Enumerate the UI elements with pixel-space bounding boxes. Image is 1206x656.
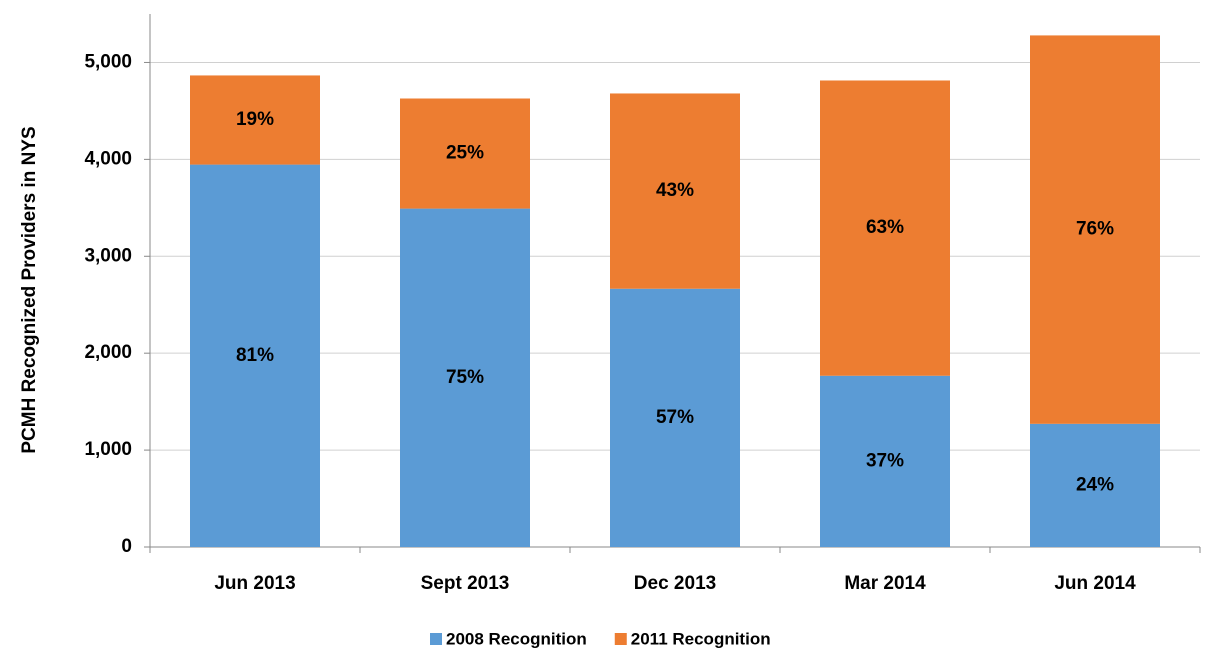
- data-label: 43%: [656, 180, 694, 201]
- bar-segment: [1030, 423, 1160, 547]
- data-label: 75%: [446, 367, 484, 388]
- legend-label: 2008 Recognition: [446, 629, 587, 648]
- legend-swatch: [430, 633, 442, 645]
- data-label: 19%: [236, 109, 274, 130]
- x-tick-label: Sept 2013: [421, 573, 510, 594]
- bar-segment: [610, 288, 740, 547]
- y-tick-label: 1,000: [84, 439, 132, 460]
- y-tick-label: 2,000: [84, 342, 132, 363]
- bar-segment: [190, 164, 320, 547]
- y-tick-label: 5,000: [84, 51, 132, 72]
- data-label: 63%: [866, 217, 904, 238]
- x-tick-label: Jun 2013: [214, 573, 295, 594]
- legend-swatch: [614, 633, 627, 645]
- bar-segment: [190, 75, 320, 165]
- bar-segment: [820, 80, 950, 376]
- data-label: 25%: [446, 143, 484, 164]
- bar-segment: [610, 93, 740, 289]
- data-label: 81%: [236, 345, 274, 366]
- data-label: 76%: [1076, 219, 1114, 240]
- y-tick-label: 0: [121, 536, 132, 557]
- data-label: 57%: [656, 407, 694, 428]
- bar-segment: [820, 375, 950, 547]
- bar-segment: [1030, 35, 1160, 424]
- x-tick-label: Jun 2014: [1054, 573, 1136, 594]
- bar-segment: [400, 208, 530, 548]
- y-axis-label: PCMH Recognized Providers in NYS: [19, 126, 40, 453]
- y-tick-label: 3,000: [84, 245, 132, 266]
- x-tick-label: Dec 2013: [634, 573, 716, 594]
- data-label: 37%: [866, 450, 904, 471]
- legend-label: 2011 Recognition: [631, 629, 771, 648]
- bar-segment: [400, 98, 530, 209]
- y-tick-label: 4,000: [84, 148, 132, 169]
- x-tick-label: Mar 2014: [844, 573, 926, 594]
- data-label: 24%: [1076, 474, 1114, 495]
